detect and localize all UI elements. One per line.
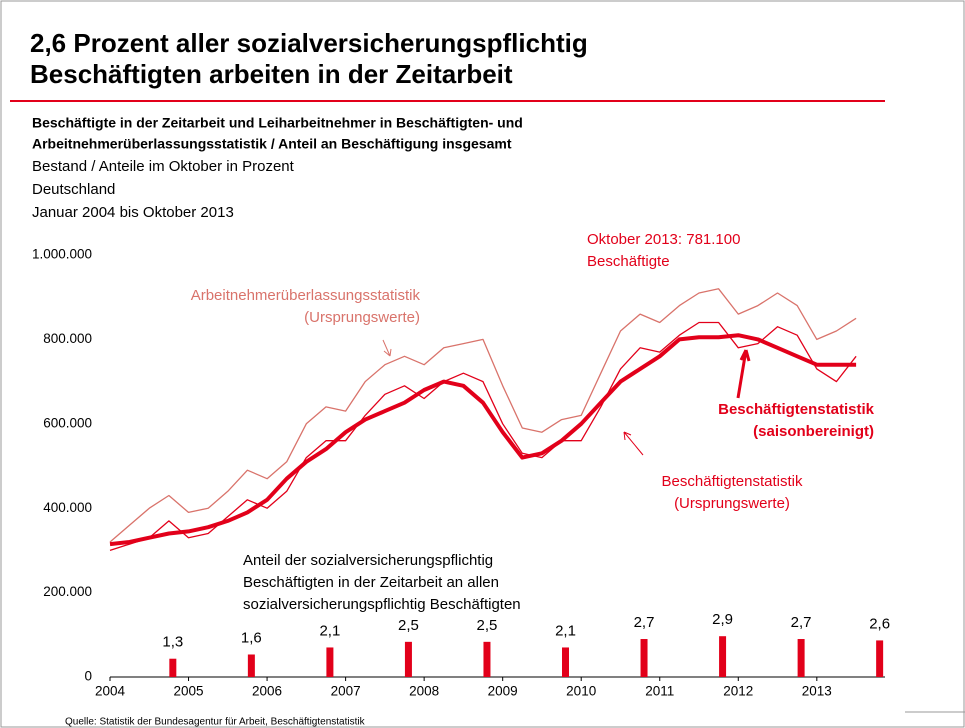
bar-label: 2,5 — [398, 617, 419, 634]
note: Januar 2004 bis Oktober 2013 — [32, 204, 234, 221]
x-tick-label: 2008 — [409, 684, 439, 699]
subtitle: Arbeitnehmerüberlassungsstatistik / Ante… — [32, 136, 512, 152]
note: Bestand / Anteile im Oktober in Prozent — [32, 158, 295, 175]
bar — [326, 647, 334, 677]
x-tick-label: 2005 — [174, 684, 204, 699]
bar-label: 1,6 — [241, 629, 262, 646]
bar-label: 1,3 — [162, 634, 183, 651]
bar-label: 2,9 — [712, 611, 733, 628]
line — [109, 333, 857, 547]
y-tick-label: 800.000 — [43, 331, 92, 346]
bar — [640, 639, 648, 677]
bar-label: 2,7 — [791, 614, 812, 631]
chart-title: Beschäftigten arbeiten in der Zeitarbeit — [30, 59, 513, 89]
subtitle: Beschäftigte in der Zeitarbeit und Leiha… — [32, 115, 523, 131]
line — [109, 321, 857, 552]
bar-label: 2,5 — [477, 617, 498, 634]
bar — [562, 647, 570, 677]
chart-title: 2,6 Prozent aller sozialversicherungspfl… — [30, 28, 588, 58]
y-tick-label: 0 — [84, 669, 92, 684]
bar — [719, 636, 727, 677]
series-label: Beschäftigtenstatistik — [718, 401, 875, 418]
arrow — [736, 349, 751, 399]
series-label: (Ursprungswerte) — [674, 495, 790, 512]
line — [109, 288, 857, 543]
series-label: Arbeitnehmerüberlassungsstatistik — [191, 287, 421, 304]
bar-label: 2,7 — [634, 614, 655, 631]
x-tick-label: 2012 — [723, 684, 753, 699]
x-tick-label: 2013 — [802, 684, 832, 699]
series-label: (Ursprungswerte) — [304, 309, 420, 326]
y-tick-label: 1.000.000 — [32, 247, 92, 262]
series-label: Beschäftigten in der Zeitarbeit an allen — [243, 574, 499, 591]
annotation: Oktober 2013: 781.100 — [587, 231, 740, 248]
y-tick-label: 600.000 — [43, 415, 92, 430]
bar — [169, 658, 177, 677]
arrow — [623, 431, 644, 456]
arrow — [382, 339, 392, 357]
bar — [876, 640, 884, 677]
series-label: sozialversicherungspflichtig Beschäftigt… — [243, 596, 521, 613]
bar — [247, 654, 255, 677]
x-tick-label: 2007 — [331, 684, 361, 699]
x-tick-label: 2011 — [645, 684, 674, 699]
bar-label: 2,1 — [555, 622, 576, 639]
bar — [483, 641, 491, 677]
y-tick-label: 200.000 — [43, 584, 92, 599]
arrows — [382, 339, 751, 456]
bar — [797, 639, 805, 677]
annotation: Beschäftigte — [587, 253, 670, 270]
note: Deutschland — [32, 181, 115, 198]
bar-label: 2,1 — [319, 622, 340, 639]
x-tick-label: 2009 — [488, 684, 518, 699]
source: Quelle: Statistik der Bundesagentur für … — [65, 717, 366, 728]
bar — [404, 641, 412, 677]
x-tick-label: 2006 — [252, 684, 282, 699]
x-tick-label: 2010 — [566, 684, 596, 699]
series-label: Anteil der sozialversicherungspflichtig — [243, 552, 493, 569]
series-label: Beschäftigtenstatistik — [662, 473, 803, 490]
x-tick-label: 2004 — [95, 684, 126, 699]
series-label: (saisonbereinigt) — [753, 423, 874, 440]
y-tick-label: 400.000 — [43, 500, 92, 515]
bar-label: 2,6 — [869, 615, 890, 632]
